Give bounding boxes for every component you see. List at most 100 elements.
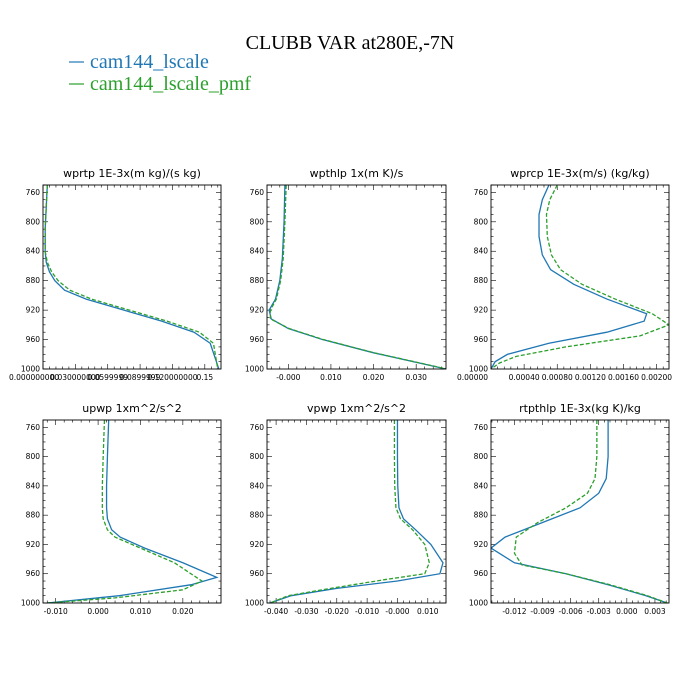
x-tick-label: -0.030 (294, 607, 318, 616)
x-tick-label: -0.010 (355, 607, 379, 616)
x-tick-label: 0.00120 (575, 373, 606, 382)
panel-5: vpwp 1xm^2/s^27608008408809209601000-0.0… (245, 402, 447, 616)
panel-title: wpthlp 1x(m K)/s (310, 167, 404, 180)
x-tick-label: -0.003 (587, 607, 611, 616)
y-tick-label: 920 (250, 306, 265, 315)
panel-3: wprcp 1E-3x(m/s) (kg/kg) 760 800 840 880 920 9… (457, 167, 672, 382)
y-tick-label: 960 (250, 569, 265, 578)
x-tick-label: -0.040 (264, 607, 288, 616)
x-tick-label: -0.012 (502, 607, 526, 616)
series-line-lscale (47, 420, 219, 603)
y-tick-label: 880 (26, 511, 41, 520)
y-tick-label: 920 (474, 540, 489, 549)
y-tick-label: 840 (474, 247, 489, 256)
y-tick-label: 880 (474, 511, 489, 520)
plot-frame (42, 184, 222, 370)
y-tick-label: 880 (250, 511, 265, 520)
series-line-lscale (491, 420, 668, 603)
y-tick-label: 880 (250, 276, 265, 285)
series-line-lscale-pmf (269, 420, 430, 603)
x-tick-label: 0.0899999 (120, 373, 161, 382)
series-line-lscale-pmf (269, 185, 446, 369)
y-tick-label: 960 (474, 335, 489, 344)
plot-frame (42, 419, 222, 604)
y-tick-label: 760 (26, 188, 41, 197)
y-tick-label: 1000 (245, 599, 264, 608)
panel-title: wprcp 1E-3x(m/s) (kg/kg) (510, 167, 649, 180)
y-tick-label: 840 (474, 481, 489, 490)
panels: wprtp 1E-3x(m kg)/(s kg) 760 800 840 880 920 9… (9, 167, 672, 616)
y-tick-label: 1000 (469, 365, 488, 374)
x-tick-label: -0.000 (385, 607, 409, 616)
series-line-lscale-pmf (47, 420, 204, 603)
y-tick-label: 960 (26, 569, 41, 578)
x-tick-label: 0.15 (196, 373, 213, 382)
y-tick-label: 880 (474, 276, 489, 285)
y-tick-label: 1000 (21, 365, 40, 374)
x-tick-label: 0.030000000 (50, 373, 100, 382)
y-tick-label: 920 (474, 306, 489, 315)
plot-frame (266, 184, 447, 370)
x-tick-label: 0.010 (320, 373, 342, 382)
y-tick-label: 880 (26, 276, 41, 285)
y-tick-label: 800 (474, 452, 489, 461)
x-tick-label: 0.120000000 (147, 373, 197, 382)
y-tick-label: 800 (474, 217, 489, 226)
panel-title: rtpthlp 1E-3x(kg K)/kg (519, 402, 641, 415)
y-tick-label: 840 (250, 247, 265, 256)
y-tick-label: 760 (474, 188, 489, 197)
y-tick-label: 800 (250, 217, 265, 226)
panel-4: upwp 1xm^2/s^2 760 800 840 880 920 960 1000 -0.0… (21, 402, 222, 616)
series-line-lscale-pmf (44, 185, 219, 369)
y-tick-label: 760 (250, 423, 265, 432)
panel-1: wprtp 1E-3x(m kg)/(s kg) 760 800 840 880 920 9… (9, 167, 222, 382)
x-tick-label: 0.003 (644, 607, 666, 616)
y-tick-label: 960 (250, 335, 265, 344)
y-tick-label: 760 (474, 423, 489, 432)
y-tick-label: 1000 (245, 365, 264, 374)
x-tick-label: -0.009 (530, 607, 554, 616)
x-tick-label: 0.000 (616, 607, 638, 616)
y-tick-label: 840 (26, 247, 41, 256)
panel-2: wpthlp 1x(m K)/s 760 800 840 880 920 960 1000 -0… (245, 167, 447, 382)
series-line-lscale (491, 185, 648, 369)
x-tick-label: 0.020 (172, 607, 194, 616)
plot-frame (490, 184, 670, 370)
panel-6: rtpthlp 1E-3x(kg K)/kg 760 800 840 880 920 960… (469, 402, 670, 616)
y-tick-label: 840 (250, 481, 265, 490)
panel-title: upwp 1xm^2/s^2 (82, 402, 182, 415)
y-tick-label: 800 (250, 452, 265, 461)
series-line-lscale (269, 420, 444, 603)
legend-label-lscale: cam144_lscale (90, 51, 209, 73)
y-tick-label: 920 (250, 540, 265, 549)
y-tick-label: 920 (26, 540, 41, 549)
panel-title: vpwp 1xm^2/s^2 (307, 402, 406, 415)
plot-frame (490, 419, 670, 604)
y-tick-label: 800 (26, 452, 41, 461)
x-tick-label: 0.000 (87, 607, 109, 616)
y-tick-label: 960 (26, 335, 41, 344)
y-tick-label: 1000 (21, 599, 40, 608)
x-tick-label: 0.0599999 (87, 373, 128, 382)
x-tick-label: 0.000000000 (9, 373, 59, 382)
y-tick-label: 760 (26, 423, 41, 432)
x-tick-label: 0.00160 (608, 373, 639, 382)
legend-label-lscale-pmf: cam144_lscale_pmf (90, 73, 251, 95)
x-tick-label: 0.00040 (509, 373, 540, 382)
x-tick-label: 0.010 (417, 607, 439, 616)
y-tick-label: 960 (474, 569, 489, 578)
x-tick-label: 0.020 (363, 373, 385, 382)
y-tick-label: 920 (26, 306, 41, 315)
x-tick-label: -0.006 (559, 607, 583, 616)
y-tick-label: 760 (250, 188, 265, 197)
series-line-lscale-pmf (491, 185, 669, 369)
x-tick-label: 0.010 (130, 607, 152, 616)
legend: cam144_lscale cam144_lscale_pmf (69, 51, 251, 95)
x-tick-label: 0.00200 (641, 373, 672, 382)
series-line-lscale (44, 185, 220, 369)
plot-frame (266, 419, 447, 604)
y-tick-label: 840 (26, 481, 41, 490)
x-tick-label: -0.020 (325, 607, 349, 616)
panel-title: wprtp 1E-3x(m kg)/(s kg) (63, 167, 201, 180)
